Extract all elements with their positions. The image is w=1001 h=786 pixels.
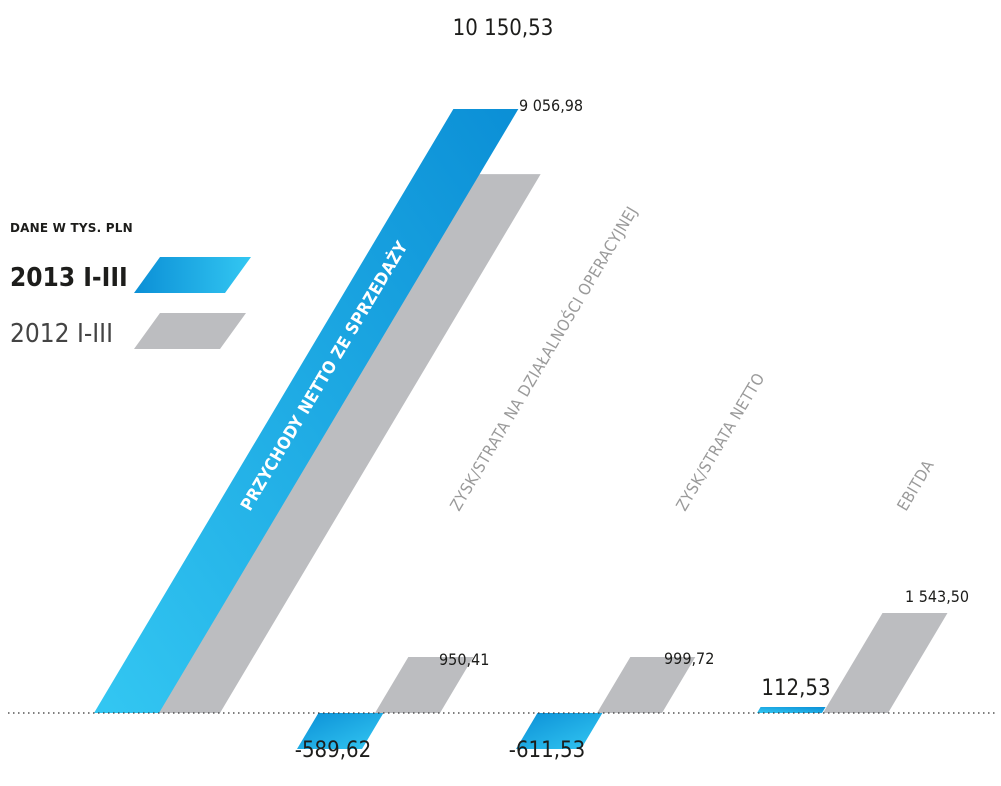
value-label-2012-0: 9 056,98 (519, 96, 583, 115)
bar-2012-0 (155, 174, 541, 714)
value-label-2012-2: 999,72 (664, 649, 714, 668)
bar-2012-1 (375, 657, 474, 713)
value-label-2012-3: 1 543,50 (905, 587, 969, 606)
legend-label-2012: 2012 I-III (10, 319, 113, 349)
legend-swatch-2012 (134, 313, 246, 349)
bar-2013-0 (94, 109, 519, 714)
category-label-2: ZYSK/STRATA NETTO (672, 369, 768, 514)
bar-2013-3 (757, 707, 826, 713)
bar-2012-2 (597, 657, 696, 713)
unit-label: DANE W TYS. PLN (10, 221, 133, 235)
bar-2012-3 (823, 613, 948, 713)
legend-swatch-2013 (134, 257, 251, 293)
value-label-2013-3: 112,53 (761, 676, 830, 701)
value-label-2013-0: 10 150,53 (453, 16, 554, 41)
value-label-2012-1: 950,41 (439, 650, 489, 669)
bar-2013-2 (516, 713, 603, 749)
legend-label-2013: 2013 I-III (10, 263, 128, 293)
value-label-2013-2: -611,53 (509, 738, 585, 763)
bar-2013-1 (297, 713, 384, 749)
value-label-2013-1: -589,62 (295, 738, 371, 763)
category-label-3: EBITDA (893, 456, 938, 514)
